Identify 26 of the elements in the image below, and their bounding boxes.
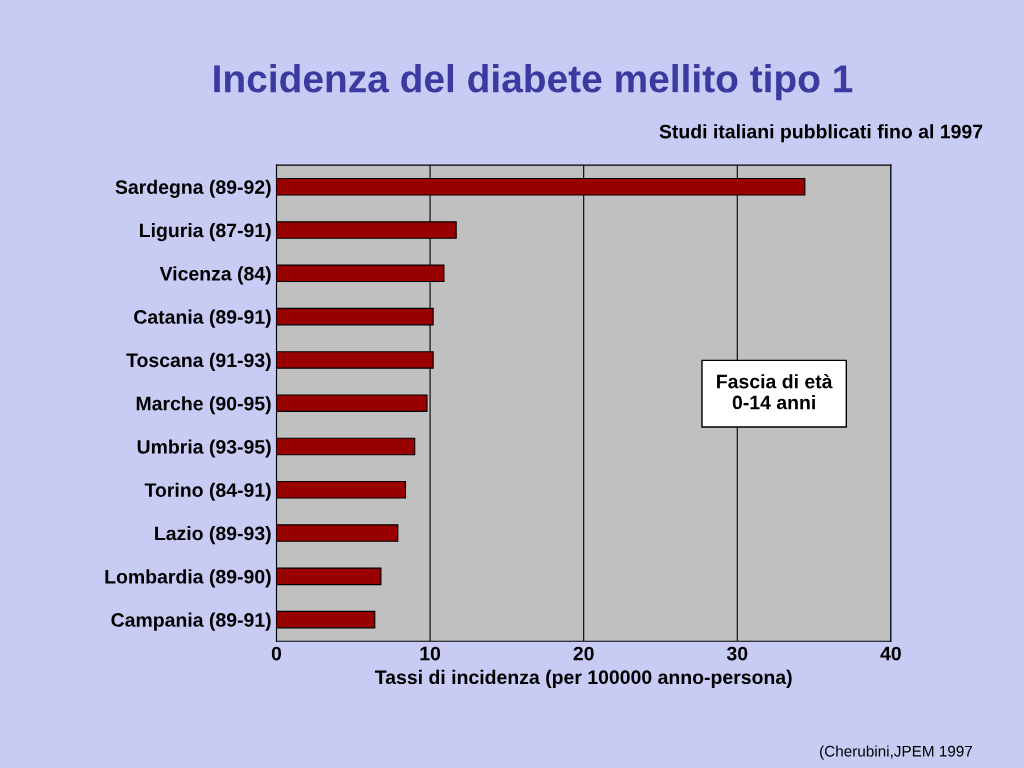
- y-tick-label: Liguria (87-91): [140, 223, 271, 242]
- y-tick-label: Marche (90-95): [136, 396, 271, 415]
- bar: [276, 524, 399, 542]
- y-tick-label: Lazio (89-93): [155, 526, 271, 545]
- x-tick-label: 0: [271, 646, 282, 661]
- y-tick-label: Lombardia (89-90): [105, 569, 271, 588]
- bar: [276, 437, 416, 456]
- x-tick-label: 10: [420, 646, 441, 661]
- x-tick-label: 30: [726, 646, 748, 661]
- y-tick-label: Vicenza (84): [159, 266, 271, 285]
- x-tick-label: 40: [880, 646, 901, 661]
- x-axis-title: Tassi di incidenza (per 100000 anno-persona): [375, 669, 792, 688]
- chart-title: Incidenza del diabete mellito tipo 1: [214, 63, 853, 101]
- text: (Cherubini,JPEM 1997: [820, 745, 973, 760]
- y-tick-label: Campania (89-91): [111, 612, 271, 631]
- y-tick-label: Torino (84-91): [144, 482, 271, 501]
- bar: [276, 480, 407, 499]
- y-tick-label: Catania (89-91): [134, 309, 271, 328]
- bar: [276, 567, 382, 586]
- y-tick-label: Sardegna (89-92): [115, 179, 271, 198]
- y-tick-label: Umbria (93-95): [137, 439, 271, 458]
- y-tick-label: Toscana (91-93): [126, 352, 271, 371]
- bar: [276, 610, 376, 629]
- chart-subtitle: Studi italiani pubblicati fino al 1997: [659, 124, 983, 143]
- x-tick-label: 20: [573, 646, 594, 661]
- annotation: Fascia di età 0-14 anni: [717, 373, 833, 410]
